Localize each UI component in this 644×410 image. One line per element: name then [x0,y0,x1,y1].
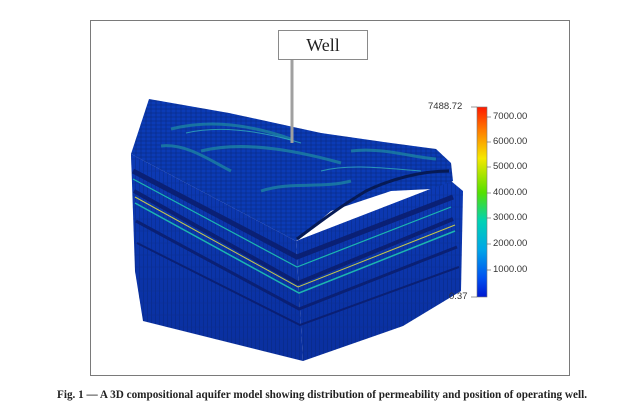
aquifer-model-render [131,57,491,361]
colorbar-tick-label: 1000.00 [493,264,528,275]
colorbar-tick-label: 6000.00 [493,136,528,147]
surface-streaks [160,122,437,193]
colorbar-tick-label: 7000.00 [493,111,528,122]
colorbar-min-label: 0.37 [449,291,468,302]
colorbar-max-label: 7488.72 [428,101,463,112]
colorbar-tick-label: 3000.00 [493,212,528,223]
figure-caption: Fig. 1 — A 3D compositional aquifer mode… [57,389,587,401]
colorbar [476,106,488,298]
colorbar-tick-label: 5000.00 [493,161,528,172]
colorbar-tick-label: 2000.00 [493,238,528,249]
figure-frame: Well 7488.72 7000.00 6000.00 5000.00 400… [90,20,570,376]
colorbar-tick-label: 4000.00 [493,187,528,198]
well-label: Well [278,30,368,60]
strata-bands [131,168,460,327]
